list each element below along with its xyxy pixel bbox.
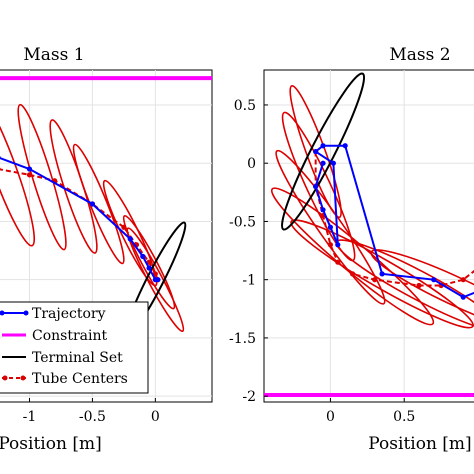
y-tick-label-mass-2-4: -1.5 [229, 331, 256, 347]
trajectory-point-mass-1-1 [26, 166, 33, 172]
trajectory-point-mass-2-6 [313, 148, 319, 155]
tube-center-point-mass-1-1 [26, 172, 33, 178]
trajectory-point-mass-2-9 [379, 271, 385, 277]
trajectory-point-mass-1-5 [146, 265, 152, 271]
legend: Trajectory Constraint Terminal Set Tube … [0, 301, 149, 394]
title-mass-2: Mass 2 [389, 45, 450, 65]
tube-center-point-mass-2-5 [349, 271, 356, 277]
trajectory-point-mass-2-0 [320, 160, 326, 166]
tube-centers-line-mass-1 [0, 168, 159, 281]
xlabel-mass-1: Position [m] [0, 434, 102, 454]
legend-label-trajectory: Trajectory [32, 306, 106, 322]
tube-center-point-mass-2-4 [335, 259, 341, 265]
legend-entry-tube-centers: Tube Centers [2, 371, 128, 387]
trajectory-point-mass-2-10 [431, 277, 437, 283]
trajectory-mass-2 [313, 143, 474, 300]
x-tick-label-mass-2-0: 0 [326, 409, 335, 425]
tube-center-point-mass-2-6 [372, 277, 378, 283]
legend-label-terminal-set: Terminal Set [32, 350, 123, 366]
trajectory-point-mass-2-5 [330, 160, 336, 166]
trajectory-point-mass-1-2 [89, 201, 96, 207]
terminal-set-mass-2 [281, 72, 366, 231]
tube-ellipse-mass-1-0 [0, 91, 36, 247]
legend-entry-trajectory: Trajectory [0, 306, 106, 322]
tube-ellipses-mass-1 [0, 91, 185, 333]
x-tick-label-mass-1-1: -0.5 [79, 409, 106, 425]
xlabel-mass-2: Position [m] [368, 434, 471, 454]
y-tick-label-mass-2-2: -0.5 [229, 214, 256, 230]
x-tick-label-mass-1-2: 0 [151, 409, 160, 425]
trajectory-point-mass-2-2 [320, 207, 326, 213]
tube-center-point-mass-2-3 [327, 242, 334, 248]
title-mass-1: Mass 1 [23, 45, 84, 65]
x-tick-label-mass-1-0: -1 [23, 409, 37, 425]
tube-ellipse-mass-2-0 [289, 84, 342, 219]
trajectory-point-mass-1-0 [0, 155, 1, 160]
trajectory-point-mass-2-3 [327, 224, 334, 230]
y-tick-label-mass-2-0: 0.5 [234, 98, 256, 114]
trajectory-point-mass-1-7 [155, 277, 161, 283]
tube-center-point-mass-1-7 [152, 271, 158, 277]
trajectory-point-mass-2-4 [335, 242, 341, 248]
trajectory-point-mass-1-3 [127, 236, 133, 242]
trajectory-point-mass-2-11 [460, 294, 466, 300]
grid-mass-2 [264, 70, 474, 402]
x-ticks-mass-2: 0 0.5 [326, 398, 415, 425]
tube-center-point-mass-2-9 [460, 277, 466, 283]
trajectory-point-mass-2-1 [313, 183, 319, 190]
tube-ellipse-mass-2-2 [275, 149, 386, 305]
legend-label-constraint: Constraint [32, 328, 108, 344]
legend-entry-terminal-set: Terminal Set [2, 350, 123, 366]
tube-center-point-mass-1-0 [0, 167, 1, 171]
x-ticks-mass-1: -1 -0.5 0 [23, 398, 160, 425]
y-tick-label-mass-2-1: 0 [247, 156, 256, 172]
x-tick-label-mass-2-1: 0.5 [393, 409, 415, 425]
legend-label-tube-centers: Tube Centers [32, 371, 128, 387]
tube-ellipse-mass-1-1 [17, 103, 67, 251]
panel-mass-2: Mass 2 0 0.5 0.50-0.5-1-1.5-2 Position [m… [229, 45, 474, 454]
y-tick-label-mass-2-5: -2 [242, 389, 256, 405]
tube-ellipse-mass-1-3 [72, 143, 125, 265]
tube-center-point-mass-2-7 [416, 282, 422, 289]
trajectory-point-mass-2-8 [342, 143, 348, 149]
tube-ellipse-mass-2-4 [290, 219, 474, 329]
panel-mass-1: Mass 1 -1 -0.5 0 Position [m] Trajectory C… [0, 45, 213, 454]
y-ticks-mass-2: 0.5 0 -0.5 -1 -1.5 -2 [229, 98, 268, 405]
trajectory-point-mass-2-7 [320, 143, 326, 149]
y-tick-label-mass-2-3: -1 [242, 273, 256, 289]
tube-center-point-mass-1-4 [121, 224, 127, 230]
terminal-set-ellipse-mass-2 [281, 72, 366, 231]
tube-ellipse-mass-1-5 [122, 215, 176, 310]
legend-entry-constraint: Constraint [2, 328, 108, 344]
tube-center-point-mass-1-6 [146, 259, 152, 265]
tube-ellipse-mass-1-6 [126, 227, 185, 333]
trajectory-point-mass-1-4 [140, 253, 146, 259]
trajectory-mass-1 [0, 155, 161, 283]
